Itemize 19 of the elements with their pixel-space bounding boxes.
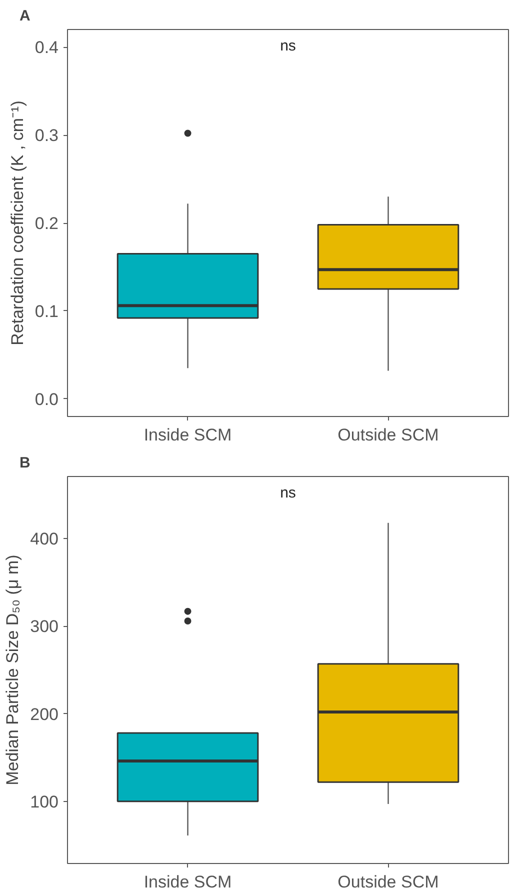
y-tick-label: 0.2 <box>34 214 59 233</box>
y-tick-label: 0.4 <box>34 38 59 58</box>
y-tick-label: 100 <box>30 792 59 812</box>
y-tick-label: 0.3 <box>34 126 59 146</box>
y-tick-label: 0.0 <box>34 390 59 409</box>
x-tick-label: Outside SCM <box>338 426 439 444</box>
y-tick-label: 0.1 <box>34 302 59 321</box>
y-tick-label: 300 <box>30 617 59 636</box>
y-tick-label: 400 <box>30 530 59 549</box>
chart-title: A <box>20 8 30 24</box>
y-axis-title: Retardation coefficient (K , cm⁻¹) <box>8 100 27 346</box>
chart-title: B <box>20 454 30 472</box>
annotation: ns <box>280 484 296 502</box>
x-tick-label: Outside SCM <box>338 872 439 892</box>
x-tick-label: Inside SCM <box>144 426 232 444</box>
y-tick-label: 200 <box>30 704 59 724</box>
y-axis-title: Median Particle Size D₅₀ (μ m) <box>3 554 22 786</box>
annotation: ns <box>280 38 296 54</box>
x-tick-label: Inside SCM <box>144 872 232 892</box>
